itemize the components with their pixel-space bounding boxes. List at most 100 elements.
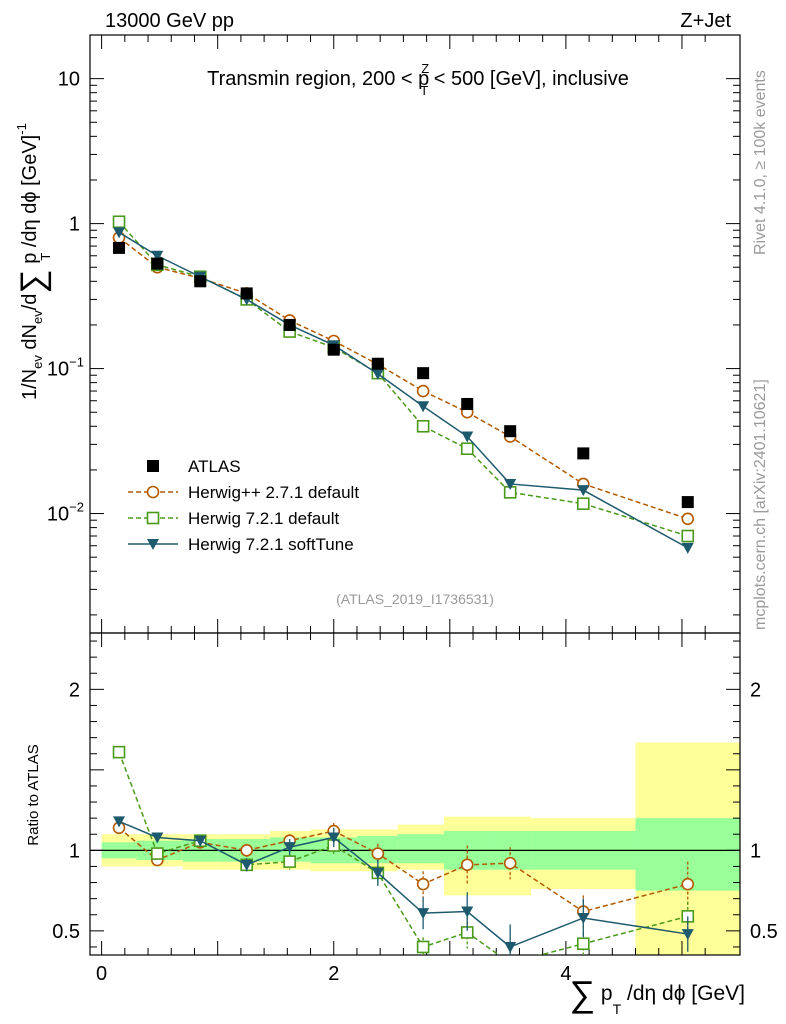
- xlabel-rest: /dη dϕ [GeV]: [621, 982, 745, 1005]
- legend-label: Herwig++ 2.7.1 default: [188, 483, 359, 502]
- ylabel-b: dN: [19, 324, 41, 355]
- ratio-series: [113, 816, 694, 955]
- ylabel-b-sub: ev: [30, 310, 45, 324]
- ratio-band-green: [397, 834, 445, 864]
- ratio-point: [371, 867, 384, 879]
- ratio-ytick-label-right: 0.5: [750, 921, 778, 943]
- main-point: [283, 318, 296, 331]
- ratio-point: [416, 940, 430, 954]
- main-point: [681, 542, 694, 554]
- main-point: [113, 227, 126, 239]
- ratio-point: [461, 906, 474, 918]
- main-point: [417, 401, 430, 413]
- legend-label: Herwig 7.2.1 default: [188, 509, 339, 528]
- main-point: [577, 485, 590, 497]
- ylabel-sum: ∑: [14, 269, 52, 293]
- main-point: [151, 250, 164, 262]
- main-point: [681, 529, 695, 543]
- ratio-point: [577, 912, 590, 924]
- main-point: [371, 357, 384, 370]
- ratio-point: [151, 847, 164, 860]
- ratio-point: [240, 844, 253, 857]
- main-point: [681, 512, 695, 526]
- main-point: [194, 275, 207, 288]
- ratio-point: [681, 877, 695, 891]
- main-point: [681, 496, 694, 509]
- main-ytick-label: 10−2: [47, 500, 84, 526]
- main-point: [577, 497, 590, 510]
- main-point: [461, 431, 474, 443]
- rivet-label: Rivet 4.1.0, ≥ 100k events: [752, 70, 769, 255]
- ratio-series-line: [118, 820, 688, 948]
- ylabel-c: /d: [19, 294, 41, 311]
- ratio-point: [327, 832, 340, 844]
- legend-marker: [147, 539, 159, 550]
- legend-label: Herwig 7.2.1 softTune: [188, 535, 354, 554]
- ratio-point: [112, 745, 126, 759]
- main-point: [240, 287, 253, 300]
- ylabel-a-sub: ev: [30, 355, 45, 369]
- ratio-point: [460, 858, 474, 872]
- ratio-point: [416, 877, 430, 891]
- legend: ATLAS Herwig++ 2.7.1 default Herwig 7.2.1 …: [128, 457, 359, 554]
- main-point: [417, 367, 430, 380]
- header-left: 13000 GeV pp: [105, 10, 234, 32]
- main-point: [577, 447, 590, 460]
- main-series-line: [118, 231, 689, 549]
- main-point: [371, 368, 384, 380]
- main-point: [112, 215, 126, 229]
- ratio-point: [283, 855, 296, 868]
- plot-title: Transmin region, 200 < pZ T < 500 [GeV], …: [207, 61, 629, 98]
- main-ytick-label: 10: [58, 69, 80, 91]
- legend-marker: [146, 485, 160, 499]
- legend-marker: [146, 511, 160, 525]
- ratio-point: [504, 941, 517, 953]
- ratio-point: [283, 842, 296, 854]
- plot-title-sub: T: [420, 83, 428, 98]
- ratio-frame: [89, 632, 741, 956]
- main-plot-panel: 10 1 10−1 10−2: [47, 34, 741, 634]
- ratio-point: [194, 835, 207, 847]
- main-point: [504, 425, 517, 438]
- ratio-point: [505, 958, 516, 969]
- plot-title-post: < 500 [GeV], inclusive: [428, 68, 629, 90]
- ratio-ytick-label: 0.5: [52, 921, 80, 943]
- ylabel-d: p: [19, 253, 41, 270]
- analysis-id: (ATLAS_2019_I1736531): [336, 591, 494, 607]
- ylabel-e: /dη dϕ [GeV]: [19, 135, 41, 253]
- ratio-plot-panel: 0.5 0.5 1 1 2 2 0 2 4: [52, 632, 778, 985]
- ratio-ytick-label: 2: [69, 679, 80, 701]
- xtick-label: 4: [560, 963, 571, 985]
- xlabel-sum: ∑: [569, 973, 595, 1014]
- main-ytick-label: 10−1: [47, 355, 84, 381]
- ratio-series-line: [118, 827, 688, 913]
- xtick-label: 2: [328, 963, 339, 985]
- ratio-point: [503, 856, 517, 870]
- main-series-line: [118, 237, 689, 520]
- main-point: [461, 397, 474, 410]
- legend-marker: [147, 460, 159, 472]
- main-point: [460, 442, 474, 456]
- xlabel: ∑ pT /dη dϕ [GeV]: [569, 973, 745, 1017]
- main-point: [416, 384, 430, 398]
- ratio-point: [240, 859, 253, 871]
- ratio-point: [151, 832, 164, 844]
- ylabel-d-sub: T: [38, 253, 53, 261]
- xlabel-p-sub: T: [613, 1001, 622, 1017]
- main-point: [327, 343, 340, 356]
- ratio-ylabel: Ratio to ATLAS: [25, 744, 42, 845]
- ratio-point: [417, 908, 430, 920]
- header-right: Z+Jet: [680, 10, 731, 32]
- main-ylabel: 1/Nev dNev/d∑ pT /dη dϕ [GeV]-1: [14, 123, 53, 400]
- ratio-point: [577, 937, 590, 951]
- xlabel-p: p: [595, 982, 613, 1005]
- ylabel-a: 1/N: [19, 369, 41, 400]
- ratio-ytick-label-right: 2: [750, 679, 761, 701]
- plot-title-pre: Transmin region, 200 < p: [207, 68, 429, 90]
- main-point: [151, 257, 164, 270]
- ratio-ytick-label-right: 1: [750, 840, 761, 862]
- mcplots-label: mcplots.cern.ch [arXiv:2401.10621]: [752, 379, 769, 630]
- xtick-label: 0: [96, 963, 107, 985]
- ratio-point: [371, 847, 385, 860]
